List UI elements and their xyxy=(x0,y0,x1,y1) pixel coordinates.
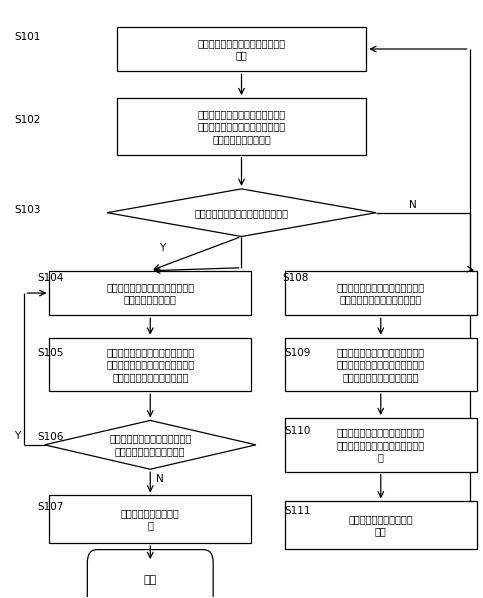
Bar xyxy=(116,98,367,155)
Text: N: N xyxy=(156,474,164,484)
Text: N: N xyxy=(409,200,417,210)
Text: S110: S110 xyxy=(284,426,311,436)
Text: S106: S106 xyxy=(37,432,64,442)
Bar xyxy=(284,418,477,472)
Text: Y: Y xyxy=(14,431,20,441)
Bar xyxy=(284,338,477,391)
Text: 基于配置的时序约束条件，确定生
成的静态时序分析中的时序违例路
径及其对应的时间余量: 基于配置的时序约束条件，确定生 成的静态时序分析中的时序违例路 径及其对应的时间… xyxy=(198,109,285,144)
Bar xyxy=(284,271,477,315)
Bar xyxy=(49,495,251,543)
Text: 基于所述线网信息调整所述与时序
违例路径相连的逻辑模块之间的线
长: 基于所述线网信息调整所述与时序 违例路径相连的逻辑模块之间的线 长 xyxy=(337,428,425,462)
Polygon shape xyxy=(107,189,376,236)
Text: S104: S104 xyxy=(37,273,64,283)
Bar xyxy=(284,501,477,549)
Text: S109: S109 xyxy=(284,347,311,358)
Text: 基于所述静态时序分析，提取出数
据通路和时钟通路上的逻辑单元: 基于所述静态时序分析，提取出数 据通路和时钟通路上的逻辑单元 xyxy=(337,282,425,304)
Text: 根据优化的线长进行布局
优化: 根据优化的线长进行布局 优化 xyxy=(348,514,413,536)
Text: S101: S101 xyxy=(15,32,41,42)
Text: S108: S108 xyxy=(283,273,309,283)
Text: 提取出芯片布局中全部路径的网表
信息: 提取出芯片布局中全部路径的网表 信息 xyxy=(198,38,285,60)
Text: 根据所述分析预设路径的起点或终
点处的时间余量调整所述时序违例
路径的起点的时钟延时的大小: 根据所述分析预设路径的起点或终 点处的时间余量调整所述时序违例 路径的起点的时钟… xyxy=(106,347,194,382)
Text: 根据调整的路径进行布
线: 根据调整的路径进行布 线 xyxy=(121,508,180,530)
Text: 在所述时序违例路径中确定预设分
析路径的起点或终点: 在所述时序违例路径中确定预设分 析路径的起点或终点 xyxy=(106,282,194,304)
FancyBboxPatch shape xyxy=(87,550,213,598)
Text: S102: S102 xyxy=(15,115,41,126)
Bar xyxy=(49,271,251,315)
Text: 结束: 结束 xyxy=(143,575,157,585)
Text: Y: Y xyxy=(159,243,165,253)
Text: S103: S103 xyxy=(15,205,41,215)
Bar xyxy=(116,27,367,71)
Text: 在包含以及连接所述逻辑单元的逻
辑模块中，提取出与时序违例路径
相连的逻辑模块及其线网信息: 在包含以及连接所述逻辑单元的逻 辑模块中，提取出与时序违例路径 相连的逻辑模块及… xyxy=(337,347,425,382)
Text: S107: S107 xyxy=(37,502,64,512)
Text: 再一次通过静态时序分析验证是
否还存在所述时序违例路径: 再一次通过静态时序分析验证是 否还存在所述时序违例路径 xyxy=(109,434,191,456)
Text: S111: S111 xyxy=(284,507,311,517)
Polygon shape xyxy=(44,420,256,469)
Bar xyxy=(49,338,251,391)
Text: 判断所述时间余量是否大于预设阈值: 判断所述时间余量是否大于预设阈值 xyxy=(195,208,288,218)
Text: S105: S105 xyxy=(37,347,64,358)
